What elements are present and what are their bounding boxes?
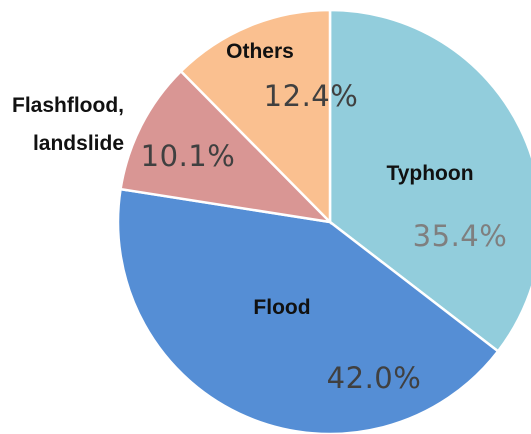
pie-labels: Typhoon 35.4% Flood 42.0% Flashflood, landsli… [12,40,507,395]
slice-value-typhoon: 35.4% [413,219,508,253]
pie-slice-flashflood [119,69,334,224]
pie-slices [116,8,531,434]
pie-slice-flood [116,187,500,434]
slice-label-flashflood: Flashflood, landslide [12,94,124,155]
slice-value-others: 12.4% [264,79,359,113]
pie-slice-others [179,8,332,226]
slice-label-flood: Flood [253,296,310,319]
slice-label-typhoon: Typhoon [386,162,473,185]
pie-slice-typhoon [328,8,531,354]
slice-label-others: Others [226,40,294,63]
slice-value-flashflood: 10.1% [141,139,236,173]
slice-value-flood: 42.0% [327,361,422,395]
